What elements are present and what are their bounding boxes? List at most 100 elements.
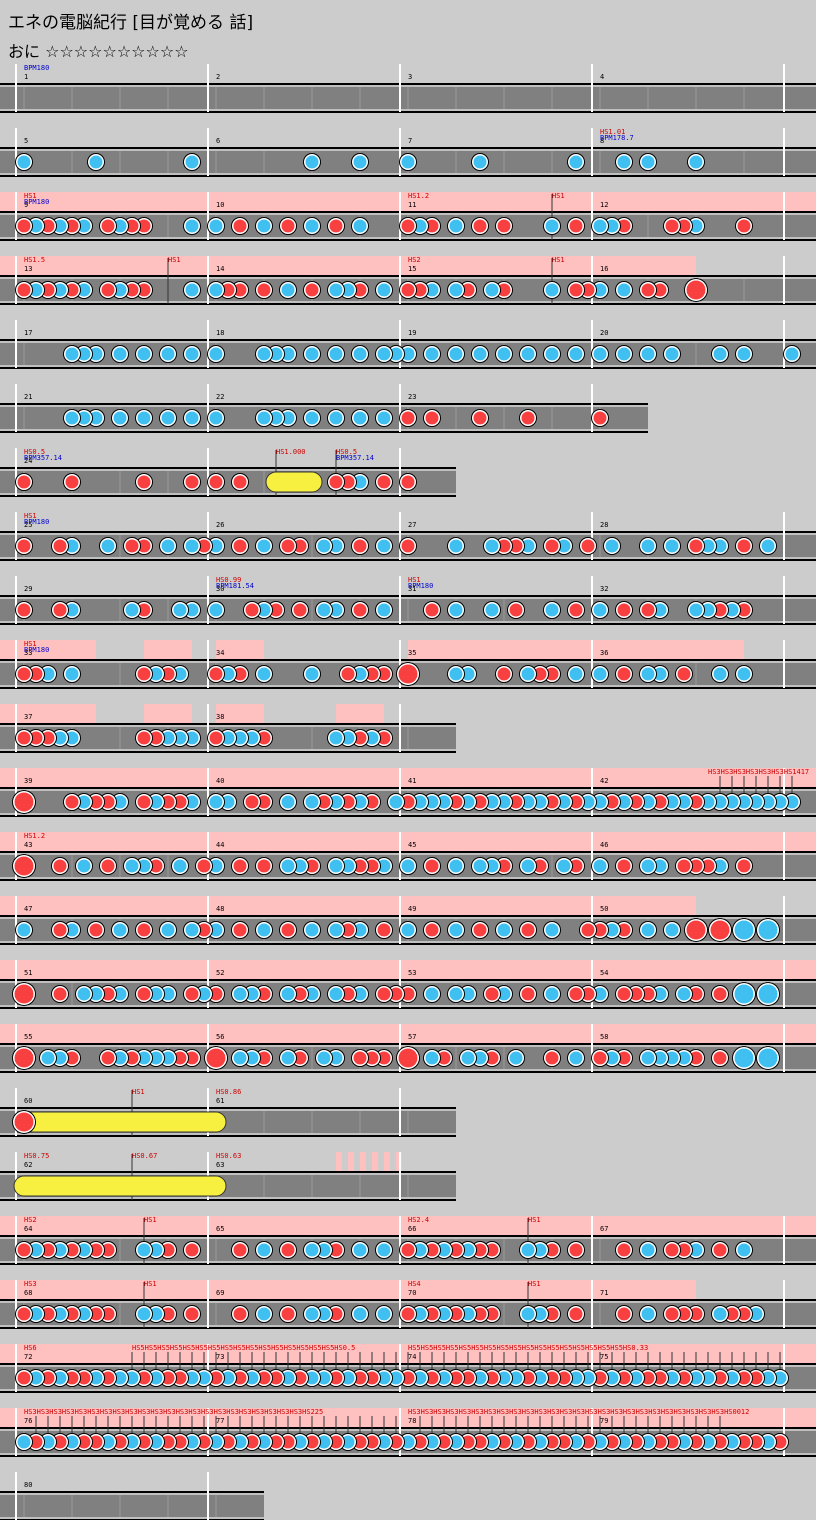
ka-note	[665, 347, 679, 361]
don-note	[65, 1243, 79, 1257]
don-note	[41, 1371, 55, 1385]
don-note	[425, 1371, 439, 1385]
ka-note	[125, 859, 139, 873]
don-note	[593, 923, 607, 937]
don-note	[689, 795, 703, 809]
ka-note	[305, 795, 319, 809]
don-note	[113, 1435, 127, 1449]
ka-note	[593, 1435, 607, 1449]
ka-note	[257, 411, 271, 425]
ka-note	[758, 920, 778, 940]
ka-note	[401, 923, 415, 937]
ka-note	[689, 603, 703, 617]
ka-note	[209, 603, 223, 617]
don-note	[713, 1051, 727, 1065]
ka-note	[389, 795, 403, 809]
ka-note	[281, 1371, 295, 1385]
measure-number: 8	[600, 137, 604, 145]
don-note	[473, 219, 487, 233]
gogo-band	[0, 1280, 696, 1300]
don-note	[233, 539, 247, 553]
ka-note	[257, 1243, 271, 1257]
ka-note	[29, 1371, 43, 1385]
don-note	[197, 539, 211, 553]
ka-note	[497, 987, 511, 1001]
ka-note	[725, 603, 739, 617]
don-note	[425, 923, 439, 937]
ka-note	[209, 283, 223, 297]
don-note	[365, 795, 379, 809]
ka-note	[185, 283, 199, 297]
don-note	[77, 1435, 91, 1449]
ka-note	[665, 539, 679, 553]
measure-number: 7	[408, 137, 412, 145]
ka-note	[257, 1435, 271, 1449]
ka-note	[365, 731, 379, 745]
ka-note	[449, 219, 463, 233]
ka-note	[749, 1307, 763, 1321]
measure-number: 78	[408, 1417, 416, 1425]
don-note	[65, 1307, 79, 1321]
ka-note	[281, 795, 295, 809]
scroll-speed-label: HS5HS5HS5HS5HS5HS5HS5HS5HS5HS5HS5HS5HS5H…	[132, 1344, 355, 1352]
don-note	[137, 603, 151, 617]
ka-note	[197, 1371, 211, 1385]
don-note	[293, 539, 307, 553]
don-note	[341, 667, 355, 681]
ka-note	[653, 603, 667, 617]
don-note	[365, 1371, 379, 1385]
ka-note	[617, 347, 631, 361]
ka-note	[641, 539, 655, 553]
don-note	[713, 1435, 727, 1449]
don-note	[185, 1051, 199, 1065]
ka-note	[101, 539, 115, 553]
ka-note	[641, 1307, 655, 1321]
gogo-band	[216, 640, 264, 660]
ka-note	[341, 1371, 355, 1385]
don-note	[449, 1371, 463, 1385]
ka-note	[545, 347, 559, 361]
don-note	[581, 923, 595, 937]
don-note	[341, 987, 355, 1001]
gogo-band	[0, 256, 696, 276]
ka-note	[305, 155, 319, 169]
don-note	[569, 1307, 583, 1321]
ka-note	[65, 667, 79, 681]
ka-note	[257, 603, 271, 617]
don-note	[701, 859, 715, 873]
don-note	[329, 1307, 343, 1321]
gogo-stripe	[384, 1152, 390, 1172]
don-note	[17, 219, 31, 233]
don-note	[473, 795, 487, 809]
don-note	[545, 1371, 559, 1385]
don-note	[509, 795, 523, 809]
gogo-band	[0, 1024, 816, 1044]
ka-note	[161, 923, 175, 937]
don-note	[281, 219, 295, 233]
don-note	[629, 1435, 643, 1449]
ka-note	[77, 859, 91, 873]
don-note	[209, 731, 223, 745]
ka-note	[713, 859, 727, 873]
ka-note	[485, 283, 499, 297]
don-note	[233, 219, 247, 233]
ka-note	[185, 411, 199, 425]
don-note	[737, 1307, 751, 1321]
don-note	[401, 475, 415, 489]
ka-note	[113, 1371, 127, 1385]
don-note	[377, 731, 391, 745]
don-note	[65, 283, 79, 297]
measure-number: 24	[24, 457, 32, 465]
don-note	[401, 219, 415, 233]
ka-note	[413, 1243, 427, 1257]
gogo-band	[144, 704, 192, 724]
don-note	[425, 1243, 439, 1257]
don-note	[17, 603, 31, 617]
ka-note	[758, 1048, 778, 1068]
scroll-speed-label: HS1.5	[24, 256, 45, 264]
ka-note	[533, 795, 547, 809]
ka-note	[305, 987, 319, 1001]
ka-note	[545, 219, 559, 233]
ka-note	[473, 347, 487, 361]
